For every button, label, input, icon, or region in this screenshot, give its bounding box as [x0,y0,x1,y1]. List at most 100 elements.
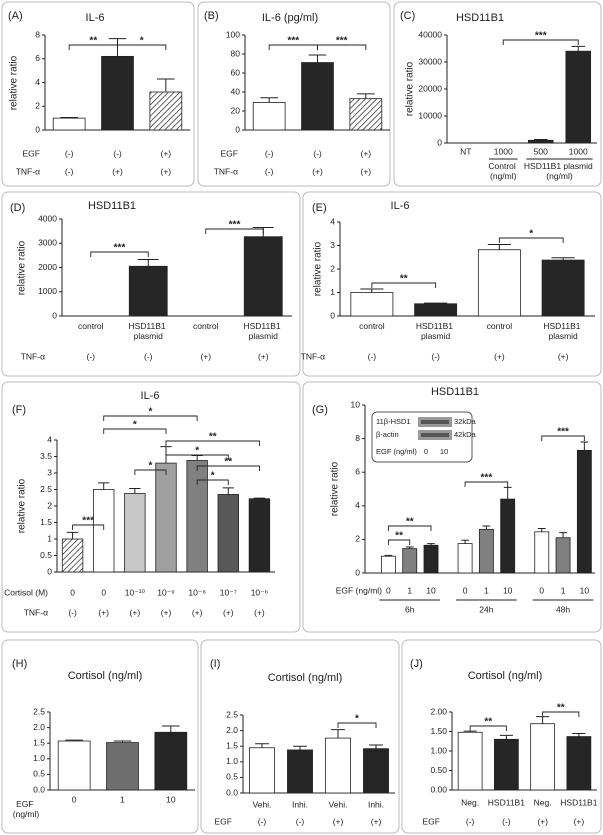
error-bar [384,554,393,557]
bar [402,548,418,574]
error-bar [253,497,266,499]
bar [565,50,592,144]
y-tick-label: 0.0 [226,787,238,797]
bar [149,91,183,131]
chart-title: IL-6 [86,12,105,24]
y-axis-label: relative ratio [17,478,28,533]
panel-label: (F) [12,404,26,416]
chart-title: Cortisol (ng/ml) [68,670,143,682]
x-tick-label: Inhi. [292,799,308,809]
inset-size-label: 42kDa [454,430,477,439]
bar [555,537,571,574]
bar [414,303,458,317]
bar [61,538,84,573]
y-tick-label: 0 [47,566,52,576]
bar [534,531,550,574]
significance-bracket [165,454,229,460]
x-tick-label: 1 [484,585,489,595]
condition-value: (+) [98,607,109,617]
panel-frame [1,191,301,377]
bar [57,740,91,791]
condition-value: (+) [130,607,141,617]
y-tick-label: 1.0 [226,756,238,766]
x-tick-label: 500 [534,146,548,156]
significance-bracket [469,725,507,731]
y-tick-label: 4 [35,77,40,87]
x-tick-label: 1000 [569,146,588,156]
bar [380,555,396,574]
condition-value: (+) [161,148,172,158]
condition-value: (+) [254,607,265,617]
error-bar [331,729,345,739]
y-tick-label: 80 [231,48,241,58]
x-axis-label: Cortisol (M) [4,587,48,597]
y-tick-label: 1.0 [33,753,45,763]
panel-frame [393,1,602,187]
bar [128,265,168,317]
error-bar [537,527,546,532]
condition-name: TNF-α [21,351,45,361]
y-tick-label: 100 [226,29,240,39]
error-bar [162,725,180,733]
condition-name: TNF-α [16,166,40,176]
blot-band-core [421,433,449,437]
significance-label: *** [557,427,569,438]
chart-title: Cortisol (ng/ml) [268,672,343,684]
significance-label: *** [82,516,94,527]
y-tick-label: 2.5 [226,709,238,719]
panel-frame [302,191,602,377]
y-axis-label: relative ratio [330,461,341,516]
condition-value: (-) [296,816,305,826]
condition-value: (-) [466,816,475,826]
x-axis-label: EGF (ng/ml) [13,799,40,819]
x-tick-label: Neg. [534,797,552,807]
x-tick-label: HSD11B1 [560,797,597,807]
group-label: Control (ng/ml) [488,161,518,181]
error-bar [482,525,491,530]
condition-value: (-) [65,148,74,158]
x-tick-label: 0 [386,585,391,595]
condition-value: (-) [313,148,322,158]
inset-lane-label: 0 [424,447,428,456]
significance-bracket [196,465,260,471]
significance-label: ** [224,457,232,468]
panel-frame [1,381,301,633]
significance-label: *** [114,243,126,254]
significance-label: ** [484,717,492,728]
x-tick-label: 10⁻⁹ [157,587,175,597]
y-tick-label: 0.00 [430,784,447,794]
y-tick-label: 1 [47,533,52,543]
y-tick-label: 1.00 [430,745,447,755]
significance-label: ** [406,517,414,528]
error-bar [222,487,234,495]
significance-label: * [211,471,215,482]
y-tick-label: 1000 [38,286,57,296]
chart-title: HSD11B1 [88,200,136,212]
group-label: 48h [556,604,570,614]
bar [477,249,521,317]
y-tick-label: 10 [351,399,361,409]
condition-value: (+) [312,166,323,176]
group-label: 6h [405,604,415,614]
error-bar [260,97,278,103]
condition-value: (-) [368,351,377,361]
panel-frame [200,639,400,834]
x-tick-label: 0 [70,587,75,597]
significance-label: * [148,461,152,472]
x-tick-label: 1000 [494,146,513,156]
x-tick-label: 0 [463,585,468,595]
y-tick-label: 40 [231,86,241,96]
x-tick-label: HSD11B1 plasmid [416,321,456,341]
chart-title: Cortisol (ng/ml) [468,670,543,682]
x-tick-label: 0 [101,587,106,597]
condition-value: (+) [558,351,569,361]
x-tick-label: 10 [166,794,176,804]
y-tick-label: 3.5 [40,451,52,461]
significance-bracket [90,251,149,257]
condition-name: EGF [215,816,232,826]
panel-frame [1,639,199,834]
y-tick-label: 2.00 [430,706,447,716]
y-axis-label: relative ratio [17,240,28,295]
bar [457,731,483,791]
